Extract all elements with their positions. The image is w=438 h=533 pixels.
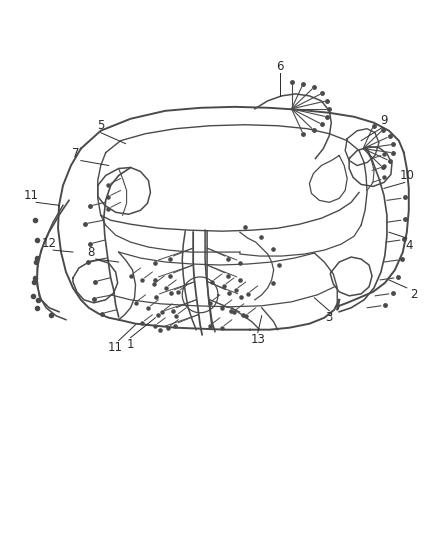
Text: 3: 3	[325, 311, 333, 324]
Text: 13: 13	[250, 333, 265, 346]
Text: 11: 11	[108, 341, 123, 354]
Text: 5: 5	[97, 119, 104, 132]
Text: 7: 7	[72, 147, 80, 160]
Text: 12: 12	[42, 237, 57, 249]
Text: 9: 9	[380, 114, 388, 127]
Text: 11: 11	[24, 189, 39, 202]
Text: 4: 4	[405, 239, 413, 252]
Text: 10: 10	[399, 169, 414, 182]
Text: 1: 1	[127, 338, 134, 351]
Text: 6: 6	[276, 60, 283, 72]
Text: 2: 2	[410, 288, 417, 301]
Text: 8: 8	[87, 246, 95, 259]
